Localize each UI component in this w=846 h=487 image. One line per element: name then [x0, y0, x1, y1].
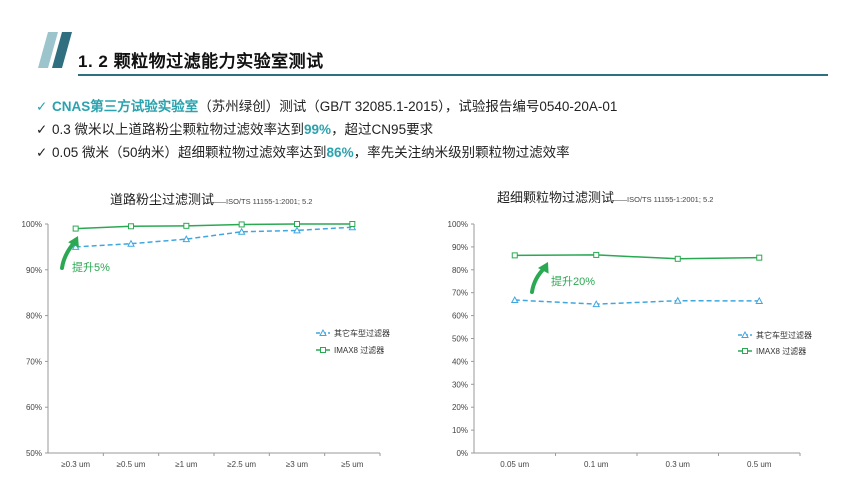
annotation-arrowhead	[68, 236, 79, 248]
y-tick-label: 70%	[452, 289, 468, 298]
y-tick-label: 100%	[448, 220, 468, 229]
annotation-arrowhead	[538, 262, 549, 274]
bullet-text: ，超过CN95要求	[331, 122, 434, 137]
legend-marker	[320, 347, 326, 353]
data-point	[592, 300, 601, 308]
data-point	[511, 252, 518, 259]
bullet-text: 0.05 微米（50纳米）超细颗粒物过滤效率达到	[52, 145, 327, 160]
data-point	[293, 226, 301, 234]
series-line-1	[75, 226, 353, 248]
data-point	[673, 296, 682, 304]
chart-subtitle: ——ISO/TS 11155-1:2001; 5.2	[211, 197, 312, 206]
x-tick-label: ≥0.5 um	[117, 460, 146, 469]
bullet-item-3: ✓ 0.05 微米（50纳米）超细颗粒物过滤效率达到86%，率先关注纳米级别颗粒物…	[36, 141, 617, 164]
chart-2: 超细颗粒物过滤测试——ISO/TS 11155-1:2001; 5.2 100% 9…	[448, 190, 812, 469]
data-point	[674, 255, 681, 262]
data-point	[593, 251, 600, 258]
bullet-text: 0.3 微米以上道路粉尘颗粒物过滤效率达到	[52, 122, 305, 137]
checkmark-icon: ✓	[36, 99, 48, 114]
bullet-text: ，率先关注纳米级别颗粒物过滤效率	[353, 145, 570, 160]
x-tick-label: ≥5 um	[341, 460, 364, 469]
x-tick-label: ≥3 um	[286, 460, 309, 469]
y-tick-label: 10%	[452, 426, 468, 435]
x-tick-label: 0.5 um	[747, 460, 772, 469]
y-tick-label: 90%	[26, 266, 42, 275]
legend-marker	[319, 328, 327, 336]
data-point	[237, 227, 246, 235]
series-line-1	[514, 299, 760, 305]
bullet-highlight: 86%	[326, 145, 354, 160]
x-tick-label: 0.3 um	[666, 460, 691, 469]
x-tick-label: 0.05 um	[500, 460, 529, 469]
y-tick-label: 40%	[452, 357, 468, 366]
x-tick-label: ≥1 um	[175, 460, 198, 469]
y-tick-label: 20%	[452, 403, 468, 412]
series-line-2	[514, 254, 760, 260]
y-tick-label: 80%	[26, 312, 42, 321]
y-tick-label: 60%	[26, 403, 42, 412]
y-tick-label: 80%	[452, 266, 468, 275]
annotation-arrow	[60, 239, 78, 270]
data-point	[756, 254, 763, 261]
x-tick-label: 0.1 um	[584, 460, 609, 469]
x-tick-label: ≥0.3 um	[61, 460, 90, 469]
data-point	[72, 225, 79, 232]
chart-1: 道路粉尘过滤测试——ISO/TS 11155-1:2001; 5.2 100% 90…	[22, 192, 390, 469]
y-tick-label: 90%	[452, 243, 468, 252]
page-title: 1. 2 颗粒物过滤能力实验室测试	[78, 52, 324, 71]
checkmark-icon: ✓	[36, 122, 48, 137]
chart-title: 道路粉尘过滤测试	[110, 192, 214, 207]
annotation-arrow	[530, 265, 548, 294]
bullet-lab-name: CNAS第三方试验实验室	[52, 99, 199, 114]
data-point	[127, 239, 135, 247]
bullet-item-2: ✓ 0.3 微米以上道路粉尘颗粒物过滤效率达到99%，超过CN95要求	[36, 118, 617, 141]
y-tick-label: 100%	[22, 220, 42, 229]
chart-subtitle: ——ISO/TS 11155-1:2001; 5.2	[612, 195, 713, 204]
header-logo-bars	[38, 32, 72, 68]
data-point	[349, 221, 356, 227]
data-point	[182, 235, 191, 243]
chart-title: 超细颗粒物过滤测试	[497, 190, 614, 205]
y-tick-label: 50%	[26, 449, 42, 458]
data-point	[183, 222, 190, 229]
series-line-2	[75, 223, 353, 230]
y-tick-label: 70%	[26, 357, 42, 366]
data-point	[128, 223, 134, 230]
y-tick-label: 50%	[452, 335, 468, 344]
data-point	[238, 221, 245, 228]
legend-label: IMAX8 过滤器	[334, 345, 384, 355]
data-point	[294, 221, 300, 227]
data-point	[755, 296, 764, 304]
y-tick-label: 60%	[452, 312, 468, 321]
annotation-label: 提升20%	[551, 275, 595, 288]
bullet-text: （苏州绿创）测试（GB/T 32085.1-2015），试验报告编号0540-2…	[198, 99, 618, 114]
bullet-highlight: 99%	[304, 122, 332, 137]
annotation-label: 提升5%	[72, 261, 110, 274]
y-tick-label: 0%	[456, 449, 468, 458]
legend-label: 其它车型过滤器	[334, 328, 390, 338]
legend-marker	[742, 348, 748, 354]
legend-marker	[741, 330, 749, 338]
data-point	[510, 295, 519, 304]
y-tick-label: 30%	[452, 380, 468, 389]
checkmark-icon: ✓	[36, 145, 48, 160]
bullet-list: ✓ CNAS第三方试验实验室（苏州绿创）测试（GB/T 32085.1-2015）…	[36, 95, 617, 164]
legend-label: IMAX8 过滤器	[756, 346, 806, 356]
title-divider	[78, 74, 828, 76]
data-point	[348, 223, 357, 231]
legend-label: 其它车型过滤器	[756, 330, 812, 340]
bullet-item-1: ✓ CNAS第三方试验实验室（苏州绿创）测试（GB/T 32085.1-2015）…	[36, 95, 617, 118]
x-tick-label: ≥2.5 um	[227, 460, 256, 469]
data-point	[71, 242, 80, 250]
